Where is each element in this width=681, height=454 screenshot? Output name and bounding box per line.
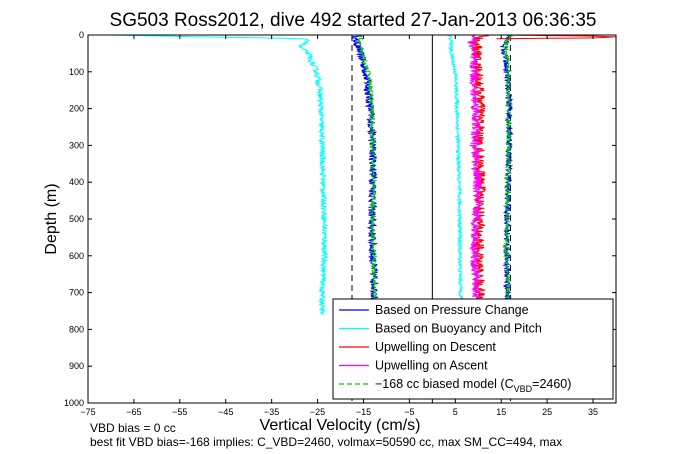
x-axis-ticks: −75 −65 −55 −45 −35 −25 −15 −5 5 15 25 35 bbox=[80, 35, 598, 417]
legend-box bbox=[332, 298, 614, 400]
x-tick-label: −25 bbox=[310, 407, 325, 417]
legend-label: Based on Pressure Change bbox=[375, 303, 529, 317]
y-tick-label: 200 bbox=[69, 104, 84, 114]
x-tick-label: 25 bbox=[542, 407, 552, 417]
chart-title: SG503 Ross2012, dive 492 started 27-Jan-… bbox=[110, 10, 597, 31]
x-tick-label: 35 bbox=[588, 407, 598, 417]
legend: Based on Pressure Change Based on Buoyanc… bbox=[332, 298, 614, 400]
x-tick-label: −35 bbox=[264, 407, 279, 417]
x-tick-label: 15 bbox=[496, 407, 506, 417]
x-tick-label: −15 bbox=[356, 407, 371, 417]
legend-label: Upwelling on Descent bbox=[375, 340, 496, 354]
y-tick-label: 800 bbox=[69, 324, 84, 334]
series-line bbox=[502, 34, 514, 315]
x-tick-label: −75 bbox=[80, 407, 95, 417]
x-tick-label: −55 bbox=[172, 407, 187, 417]
y-tick-label: 900 bbox=[69, 361, 84, 371]
y-tick-label: 600 bbox=[69, 251, 84, 261]
series-line bbox=[467, 34, 483, 315]
footer-vbd-bias: VBD bias = 0 cc bbox=[90, 421, 176, 435]
y-tick-label: 1000 bbox=[64, 398, 84, 408]
x-axis-label: Vertical Velocity (cm/s) bbox=[260, 417, 421, 434]
y-tick-label: 500 bbox=[69, 214, 84, 224]
series-line bbox=[350, 34, 380, 315]
y-tick-label: 400 bbox=[69, 177, 84, 187]
series-lines bbox=[110, 34, 617, 315]
y-tick-label: 0 bbox=[79, 30, 84, 40]
x-tick-label: −65 bbox=[126, 407, 141, 417]
y-axis-label: Depth (m) bbox=[43, 183, 60, 254]
series-line bbox=[110, 34, 329, 315]
y-tick-label: 300 bbox=[69, 140, 84, 150]
y-tick-label: 700 bbox=[69, 288, 84, 298]
legend-label: Upwelling on Ascent bbox=[375, 359, 488, 373]
y-tick-label: 100 bbox=[69, 67, 84, 77]
x-tick-label: 5 bbox=[453, 407, 458, 417]
series-line bbox=[447, 34, 465, 315]
series-line bbox=[355, 34, 379, 315]
x-tick-label: −5 bbox=[404, 407, 414, 417]
legend-label: Based on Buoyancy and Pitch bbox=[375, 322, 542, 336]
footer-best-fit: best fit VBD bias=-168 implies: C_VBD=24… bbox=[90, 435, 562, 449]
x-tick-label: −45 bbox=[218, 407, 233, 417]
y-axis-ticks: 0 100 200 300 400 500 600 700 800 900 1000 bbox=[64, 30, 616, 408]
